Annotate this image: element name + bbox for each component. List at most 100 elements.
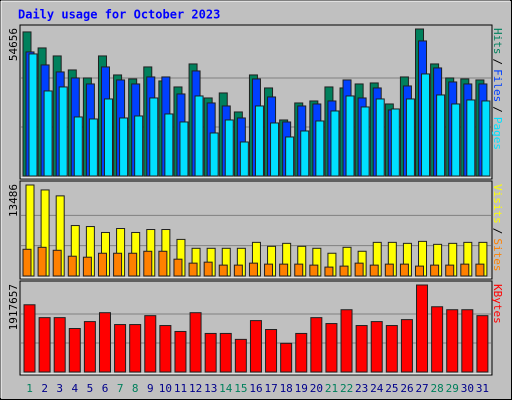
bar [88, 118, 98, 177]
bar [270, 122, 280, 177]
bar [149, 97, 159, 177]
x-tick-label: 5 [87, 382, 94, 395]
bar [325, 323, 338, 373]
bar [37, 246, 47, 277]
x-tick-label: 16 [249, 382, 262, 395]
bar [461, 309, 474, 373]
x-tick-label: 13 [204, 382, 217, 395]
bar [204, 332, 217, 373]
bar [23, 304, 36, 373]
x-tick-label: 12 [189, 382, 202, 395]
bar [360, 106, 370, 177]
bar [445, 264, 455, 277]
bar [134, 115, 144, 177]
legend-separator: / [491, 106, 504, 113]
x-tick-label: 21 [325, 382, 338, 395]
bar [254, 105, 264, 177]
x-tick-label: 31 [476, 382, 489, 395]
bar [399, 263, 409, 277]
y-tick-label: 13486 [7, 184, 20, 217]
bar [129, 324, 142, 373]
bar [354, 262, 364, 277]
y-tick-label: 1917657 [7, 284, 20, 330]
bar [218, 264, 228, 277]
legend-entry: Visits [491, 184, 504, 224]
x-tick-label: 14 [219, 382, 233, 395]
bar [113, 252, 123, 277]
bar [128, 252, 138, 277]
x-tick-label: 18 [280, 382, 293, 395]
bar [460, 263, 470, 277]
bar [114, 324, 127, 373]
bar [475, 263, 485, 277]
bar [265, 329, 278, 373]
bar [279, 263, 289, 277]
bar [28, 53, 38, 177]
x-tick-label: 9 [147, 382, 154, 395]
x-tick-label: 30 [461, 382, 474, 395]
bar [431, 306, 444, 373]
legend-separator: / [491, 59, 504, 66]
bar [476, 315, 489, 373]
legend-separator: / [491, 228, 504, 235]
bar [82, 256, 92, 277]
bar [144, 315, 157, 373]
bar [159, 325, 172, 373]
bar [390, 108, 400, 177]
bar [310, 317, 323, 373]
x-tick-label: 22 [340, 382, 353, 395]
bar [248, 262, 258, 277]
bar [219, 332, 232, 373]
x-tick-label: 20 [310, 382, 323, 395]
bar [83, 321, 96, 373]
bar [451, 103, 461, 177]
bar [315, 120, 325, 177]
bar [446, 309, 459, 373]
bar [481, 100, 491, 177]
x-tick-label: 23 [355, 382, 368, 395]
bar [369, 264, 379, 277]
legend: Visits / Sites [491, 184, 504, 272]
bar [375, 98, 385, 177]
bar [430, 264, 440, 277]
bar [295, 332, 308, 373]
legend: Hits / Files / Pages [491, 28, 504, 150]
bar [53, 317, 66, 373]
bar [330, 110, 340, 177]
bar [385, 325, 398, 373]
x-tick-label: 19 [295, 382, 308, 395]
x-tick-label: 4 [72, 382, 79, 395]
bar [309, 264, 319, 277]
bar [285, 136, 295, 177]
bar [421, 73, 431, 177]
bar [43, 90, 53, 177]
x-tick-label: 29 [446, 382, 459, 395]
legend-entry: Files [491, 69, 504, 102]
bar [355, 325, 368, 373]
bar [416, 284, 429, 373]
bar [280, 342, 293, 373]
legend-entry: Hits [491, 28, 504, 55]
bar [158, 250, 168, 277]
bar [67, 255, 77, 277]
bar [143, 250, 153, 277]
bar [239, 141, 249, 177]
x-tick-label: 17 [264, 382, 277, 395]
x-tick-label: 26 [400, 382, 413, 395]
bar [264, 263, 274, 277]
bar [294, 263, 304, 277]
bar [189, 312, 202, 373]
bar [38, 317, 51, 373]
bar [339, 265, 349, 277]
x-tick-label: 10 [159, 382, 172, 395]
bar [415, 265, 425, 277]
chart-title: Daily usage for October 2023 [18, 8, 220, 22]
bar [209, 132, 219, 177]
bar [436, 94, 446, 177]
bar [103, 98, 113, 177]
bar [324, 266, 334, 277]
legend-entry: KBytes [491, 284, 504, 324]
x-tick-label: 28 [431, 382, 444, 395]
legend-entry: Sites [491, 238, 504, 271]
bar [97, 252, 107, 277]
